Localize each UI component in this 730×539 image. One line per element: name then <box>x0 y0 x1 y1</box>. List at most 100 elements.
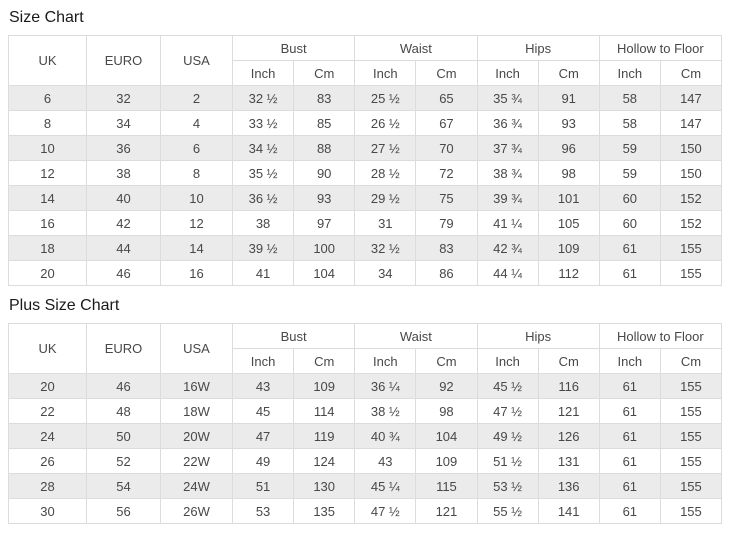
table-cell: 152 <box>659 210 723 236</box>
column-header-uk: UK <box>8 35 87 86</box>
table-cell: 22W <box>160 448 233 474</box>
plus-size-chart-title: Plus Size Chart <box>9 297 120 314</box>
group-header-hips: Hips <box>476 323 600 349</box>
table-cell: 83 <box>293 85 356 111</box>
table-cell: 10 <box>160 185 233 211</box>
table-cell: 109 <box>415 448 478 474</box>
table-cell: 65 <box>415 85 478 111</box>
subcolumn-header-bust-inch: Inch <box>231 348 295 374</box>
table-row-size-6: 6 32 2 32 ½ 83 25 ½ 65 35 ¾ 91 58 147 <box>8 85 723 111</box>
table-row-size-10: 10 36 6 34 ½ 88 27 ½ 70 37 ¾ 96 59 150 <box>8 135 723 161</box>
table-row-size-16: 16 42 12 38 97 31 79 41 ¼ 105 60 152 <box>8 210 723 236</box>
table-cell: 152 <box>659 185 723 211</box>
subcolumn-header-waist-cm: Cm <box>415 60 478 86</box>
table-cell: 28 <box>8 473 87 499</box>
table-cell: 14 <box>160 235 233 261</box>
plus-size-chart-table: UK EURO USA Bust Waist Hips Hollow to Floor Inc… <box>8 323 723 524</box>
table-cell: 49 ½ <box>476 423 539 449</box>
table-row-size-28: 28 54 24W 51 130 45 ¼ 115 53 ½ 136 61 155 <box>8 473 723 499</box>
table-cell: 42 <box>86 210 161 236</box>
table-cell: 109 <box>293 373 356 399</box>
table-cell: 6 <box>160 135 233 161</box>
table-cell: 59 <box>598 135 661 161</box>
table-cell: 42 ¾ <box>476 235 539 261</box>
table-cell: 40 ¾ <box>354 423 417 449</box>
table-cell: 20W <box>160 423 233 449</box>
table-cell: 32 ½ <box>354 235 417 261</box>
table-cell: 18W <box>160 398 233 424</box>
table-cell: 61 <box>598 423 661 449</box>
table-cell: 114 <box>293 398 356 424</box>
table-cell: 150 <box>659 160 723 186</box>
table-cell: 67 <box>415 110 478 136</box>
table-cell: 44 ¼ <box>476 260 539 286</box>
column-header-usa: USA <box>160 35 233 86</box>
table-cell: 45 <box>231 398 295 424</box>
group-header-bust: Bust <box>231 323 356 349</box>
table-cell: 61 <box>598 373 661 399</box>
table-cell: 47 ½ <box>476 398 539 424</box>
table-cell: 75 <box>415 185 478 211</box>
table-cell: 44 <box>86 235 161 261</box>
table-cell: 61 <box>598 398 661 424</box>
table-cell: 33 ½ <box>231 110 295 136</box>
table-cell: 38 ½ <box>354 398 417 424</box>
table-cell: 135 <box>293 498 356 524</box>
table-cell: 121 <box>537 398 600 424</box>
table-cell: 54 <box>86 473 161 499</box>
table-cell: 58 <box>598 110 661 136</box>
table-cell: 26 <box>8 448 87 474</box>
table-cell: 101 <box>537 185 600 211</box>
table-cell: 47 <box>231 423 295 449</box>
table-cell: 18 <box>8 235 87 261</box>
table-cell: 12 <box>160 210 233 236</box>
table-cell: 31 <box>354 210 417 236</box>
table-cell: 72 <box>415 160 478 186</box>
table-cell: 37 ¾ <box>476 135 539 161</box>
table-cell: 47 ½ <box>354 498 417 524</box>
table-cell: 53 ½ <box>476 473 539 499</box>
group-header-waist: Waist <box>354 323 478 349</box>
table-cell: 34 <box>354 260 417 286</box>
table-cell: 91 <box>537 85 600 111</box>
table-cell: 131 <box>537 448 600 474</box>
table-row-size-26: 26 52 22W 49 124 43 109 51 ½ 131 61 155 <box>8 448 723 474</box>
table-cell: 36 ¼ <box>354 373 417 399</box>
table-cell: 51 <box>231 473 295 499</box>
table-cell: 61 <box>598 260 661 286</box>
table-cell: 10 <box>8 135 87 161</box>
table-cell: 61 <box>598 448 661 474</box>
subcolumn-header-hips-inch: Inch <box>476 348 539 374</box>
table-cell: 24W <box>160 473 233 499</box>
table-cell: 147 <box>659 110 723 136</box>
group-header-bust: Bust <box>231 35 356 61</box>
table-cell: 119 <box>293 423 356 449</box>
table-cell: 60 <box>598 185 661 211</box>
table-cell: 97 <box>293 210 356 236</box>
table-cell: 43 <box>231 373 295 399</box>
table-cell: 98 <box>415 398 478 424</box>
subcolumn-header-hollow-to-floor-inch: Inch <box>598 60 661 86</box>
table-cell: 2 <box>160 85 233 111</box>
column-header-uk: UK <box>8 323 87 374</box>
table-cell: 155 <box>659 235 723 261</box>
table-cell: 43 <box>354 448 417 474</box>
table-cell: 16W <box>160 373 233 399</box>
table-cell: 150 <box>659 135 723 161</box>
table-cell: 32 <box>86 85 161 111</box>
table-cell: 45 ½ <box>476 373 539 399</box>
table-row-size-24: 24 50 20W 47 119 40 ¾ 104 49 ½ 126 61 155 <box>8 423 723 449</box>
table-cell: 93 <box>293 185 356 211</box>
table-cell: 70 <box>415 135 478 161</box>
table-cell: 22 <box>8 398 87 424</box>
table-cell: 46 <box>86 260 161 286</box>
table-cell: 86 <box>415 260 478 286</box>
table-cell: 83 <box>415 235 478 261</box>
table-cell: 61 <box>598 498 661 524</box>
table-cell: 32 ½ <box>231 85 295 111</box>
subcolumn-header-waist-inch: Inch <box>354 60 417 86</box>
size-chart-title: Size Chart <box>9 9 84 26</box>
table-cell: 46 <box>86 373 161 399</box>
table-row-size-20: 20 46 16W 43 109 36 ¼ 92 45 ½ 116 61 155 <box>8 373 723 399</box>
table-cell: 121 <box>415 498 478 524</box>
